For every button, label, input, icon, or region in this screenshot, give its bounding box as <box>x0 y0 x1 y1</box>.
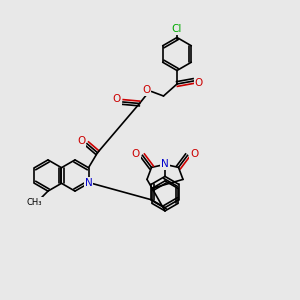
Text: O: O <box>112 94 121 104</box>
Text: N: N <box>85 178 92 188</box>
Text: O: O <box>132 149 140 159</box>
Text: N: N <box>161 159 169 170</box>
Text: O: O <box>190 149 198 159</box>
Text: O: O <box>77 136 85 146</box>
Text: O: O <box>195 77 203 88</box>
Text: O: O <box>142 85 150 95</box>
Text: Cl: Cl <box>172 23 182 34</box>
Text: CH₃: CH₃ <box>27 198 42 207</box>
